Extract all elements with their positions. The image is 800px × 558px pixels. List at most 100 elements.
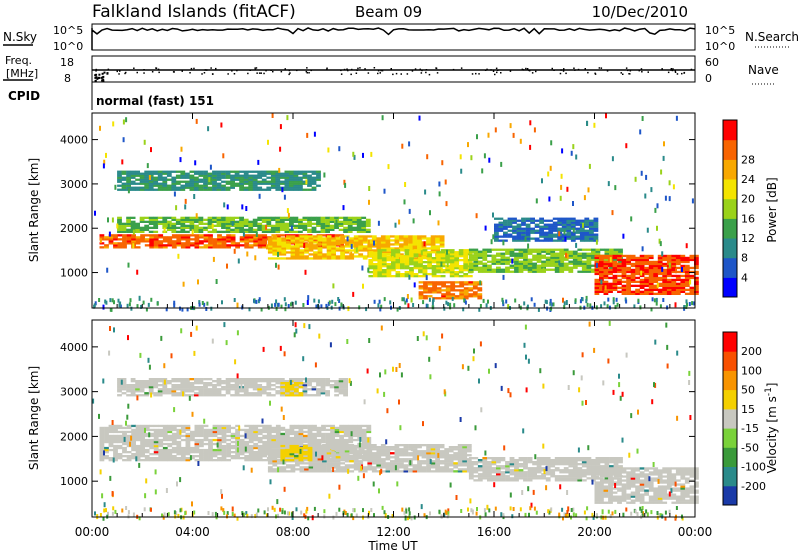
heatmap-cell	[186, 445, 191, 447]
heatmap-cell	[339, 382, 344, 384]
heatmap-cell	[441, 259, 446, 261]
heatmap-cell	[190, 183, 195, 185]
heatmap-cell	[99, 126, 101, 131]
heatmap-cell	[186, 244, 191, 246]
heatmap-cell	[248, 171, 253, 173]
heatmap-cell	[112, 298, 114, 302]
heatmap-cell	[334, 390, 339, 392]
heatmap-cell	[582, 249, 587, 251]
heatmap-cell	[126, 231, 131, 233]
heatmap-cell	[304, 466, 309, 468]
heatmap-cell	[221, 388, 226, 390]
heatmap-cell	[436, 267, 441, 269]
heatmap-cell	[662, 263, 667, 265]
heatmap-cell	[357, 221, 362, 223]
heatmap-cell	[339, 437, 344, 439]
heatmap-cell	[113, 445, 118, 447]
heatmap-cell	[280, 384, 285, 386]
heatmap-cell	[640, 283, 645, 285]
heatmap-cell	[144, 179, 149, 181]
heatmap-cell	[377, 271, 382, 273]
heatmap-cell	[577, 257, 582, 259]
heatmap-cell	[257, 173, 262, 175]
heatmap-cell	[109, 459, 114, 461]
heatmap-cell	[343, 219, 348, 221]
heatmap-cell	[287, 208, 289, 213]
heatmap-cell	[194, 185, 199, 187]
heatmap-cell	[248, 392, 253, 394]
heatmap-cell	[298, 173, 303, 175]
heatmap-cell	[514, 261, 519, 263]
heatmap-cell	[331, 444, 336, 446]
heatmap-cell	[445, 257, 450, 259]
heatmap-cell	[262, 441, 267, 443]
heatmap-cell	[558, 231, 560, 236]
heatmap-cell	[523, 255, 528, 257]
heatmap-cell	[244, 382, 249, 384]
heatmap-cell	[217, 439, 222, 441]
heatmap-cell	[136, 445, 141, 447]
heatmap-cell	[285, 431, 290, 433]
nave-dot	[587, 72, 589, 74]
heatmap-cell	[298, 225, 303, 227]
heatmap-cell	[268, 444, 273, 446]
heatmap-cell	[455, 295, 460, 297]
heatmap-cell	[286, 235, 291, 237]
heatmap-cell	[537, 251, 542, 253]
heatmap-cell	[631, 291, 636, 293]
heatmap-cell	[295, 237, 300, 239]
heatmap-cell	[300, 462, 305, 464]
heatmap-cell	[248, 227, 253, 229]
heatmap-cell	[258, 431, 263, 433]
heatmap-cell	[413, 237, 418, 239]
heatmap-cell	[559, 249, 564, 251]
heatmap-cell	[221, 185, 226, 187]
heatmap-cell	[140, 181, 145, 183]
heatmap-cell	[176, 219, 181, 221]
heatmap-cell	[213, 451, 218, 453]
heatmap-cell	[548, 197, 550, 202]
heatmap-cell	[505, 269, 510, 271]
heatmap-cell	[508, 230, 513, 232]
heatmap-cell	[154, 236, 159, 238]
heatmap-cell	[494, 236, 499, 238]
heatmap-cell	[432, 283, 437, 285]
heatmap-cell	[613, 257, 618, 259]
heatmap-cell	[339, 392, 344, 394]
heatmap-cell	[276, 433, 281, 435]
heatmap-cell	[221, 227, 226, 229]
heatmap-cell	[291, 241, 296, 243]
heatmap-cell	[230, 229, 235, 231]
heatmap-cell	[363, 247, 368, 249]
nave-dot	[429, 74, 431, 76]
heatmap-cell	[217, 183, 222, 185]
heatmap-cell	[304, 237, 309, 239]
heatmap-cell	[663, 156, 665, 161]
heatmap-cell	[104, 300, 106, 304]
heatmap-cell	[432, 287, 437, 289]
heatmap-cell	[357, 229, 362, 231]
heatmap-cell	[503, 226, 508, 228]
heatmap-cell	[213, 453, 218, 455]
heatmap-cell	[185, 380, 190, 382]
heatmap-cell	[370, 152, 372, 157]
heatmap-cell	[577, 259, 582, 261]
nave-dot	[340, 70, 342, 72]
heatmap-cell	[403, 297, 405, 301]
heatmap-cell	[235, 179, 240, 181]
heatmap-cell	[387, 259, 392, 261]
heatmap-cell	[644, 277, 649, 279]
heatmap-cell	[286, 237, 291, 239]
heatmap-cell	[473, 281, 478, 283]
heatmap-cell	[204, 437, 209, 439]
heatmap-cell	[281, 247, 286, 249]
heatmap-cell	[658, 273, 663, 275]
heatmap-cell	[559, 251, 564, 253]
heatmap-cell	[253, 435, 258, 437]
heatmap-cell	[514, 267, 519, 269]
heatmap-cell	[239, 223, 244, 225]
heatmap-cell	[483, 299, 485, 303]
heatmap-cell	[140, 238, 145, 240]
heatmap-cell	[530, 222, 535, 224]
heatmap-cell	[298, 223, 303, 225]
